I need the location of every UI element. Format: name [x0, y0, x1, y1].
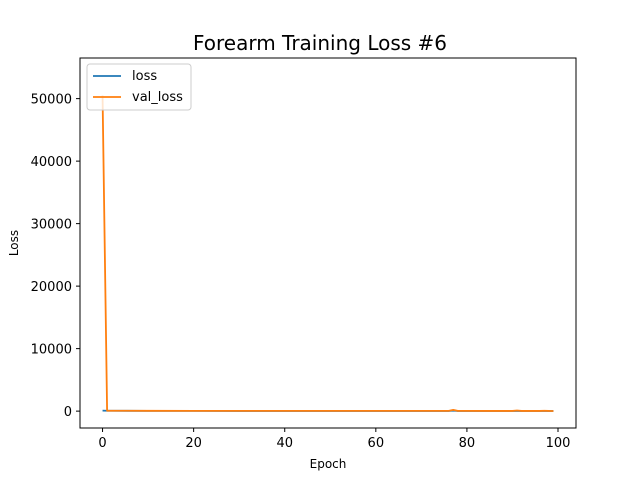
- y-tick-label: 0: [64, 405, 72, 420]
- legend-label-val-loss: val_loss: [132, 90, 183, 105]
- series-line-val-loss: [101, 95, 554, 412]
- y-tick-label: 40000: [31, 155, 72, 170]
- y-tick-label: 20000: [31, 280, 72, 295]
- legend: loss val_loss: [86, 63, 192, 111]
- x-tick-label: 0: [98, 436, 106, 451]
- y-tick-label: 30000: [31, 218, 72, 233]
- x-tick-label: 80: [459, 436, 476, 451]
- y-tick-label: 10000: [31, 343, 72, 358]
- x-tick-label: 20: [185, 436, 202, 451]
- x-tick-label: 60: [368, 436, 385, 451]
- x-tick-label: 40: [276, 436, 293, 451]
- plot-area: [80, 58, 576, 428]
- y-tick-label: 50000: [31, 93, 72, 108]
- series-layer: [101, 95, 554, 412]
- x-tick-label: 100: [546, 436, 571, 451]
- legend-label-loss: loss: [132, 69, 157, 84]
- x-axis-label: Epoch: [310, 457, 347, 471]
- y-axis-label: Loss: [7, 230, 21, 256]
- y-axis: 0 10000 20000 30000 40000 50000: [31, 93, 80, 420]
- chart-title: Forearm Training Loss #6: [193, 31, 447, 55]
- x-axis: 0 20 40 60 80 100: [98, 428, 570, 451]
- plot-frame: [79, 57, 577, 429]
